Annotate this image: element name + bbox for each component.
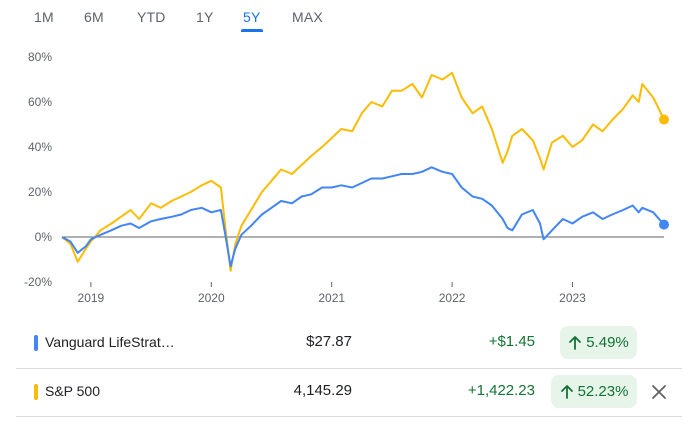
tab-5y[interactable]: 5Y	[241, 9, 263, 32]
comparison-chart[interactable]: 80% 60% 40% 20% 0% -20% 2019 2020 2021 2022 2023	[0, 40, 688, 314]
active-tab-indicator	[241, 29, 263, 32]
tab-6m[interactable]: 6M	[84, 9, 104, 25]
remove-comparison-button[interactable]	[648, 381, 670, 403]
tab-1m[interactable]: 1M	[34, 9, 54, 25]
x-axis: 2019 2020 2021 2022 2023	[78, 282, 586, 305]
percent-change: 52.23%	[577, 383, 629, 400]
tab-1y[interactable]: 1Y	[196, 9, 214, 25]
x-tick-label: 2023	[559, 291, 586, 305]
security-name[interactable]: S&P 500	[45, 383, 101, 399]
x-tick-label: 2020	[198, 291, 225, 305]
percent-change-badge: 52.23%	[551, 375, 637, 408]
price-change: +$1.45	[488, 333, 535, 350]
y-tick-label: 20%	[28, 185, 52, 199]
y-tick-label: 0%	[35, 230, 53, 244]
tab-ytd[interactable]: YTD	[137, 9, 166, 25]
percent-change-badge: 5.49%	[560, 326, 637, 359]
series-color-marker	[34, 384, 38, 400]
arrow-up-icon	[569, 335, 582, 350]
row-divider	[16, 368, 682, 369]
y-axis: 80% 60% 40% 20% 0% -20%	[24, 50, 52, 289]
row-divider	[16, 416, 682, 417]
y-tick-label: -20%	[24, 275, 52, 289]
x-tick-label: 2019	[78, 291, 105, 305]
series-lines	[61, 71, 669, 272]
x-tick-label: 2022	[439, 291, 466, 305]
series-end-point-sp500	[659, 114, 669, 125]
series-line-sp500	[61, 71, 665, 272]
y-tick-label: 80%	[28, 50, 52, 64]
series-line-vanguard	[61, 166, 665, 268]
series-end-point-vanguard	[659, 219, 669, 230]
tab-max[interactable]: MAX	[292, 9, 323, 25]
y-tick-label: 60%	[28, 95, 52, 109]
security-price: 4,145.29	[293, 382, 352, 399]
price-change: +1,422.23	[467, 382, 535, 399]
series-color-marker	[34, 335, 38, 351]
range-tabs: 1M 6M YTD 1Y 5Y MAX	[0, 0, 688, 36]
x-tick-label: 2021	[318, 291, 345, 305]
arrow-up-icon	[560, 384, 573, 399]
percent-change: 5.49%	[586, 334, 629, 351]
security-name[interactable]: Vanguard LifeStrat…	[45, 334, 175, 350]
security-price: $27.87	[306, 333, 352, 350]
comparison-row-vanguard[interactable]: Vanguard LifeStrat… $27.87 +$1.45 5.49%	[0, 320, 688, 366]
comparison-row-sp500[interactable]: S&P 500 4,145.29 +1,422.23 52.23%	[0, 369, 688, 415]
y-tick-label: 40%	[28, 140, 52, 154]
